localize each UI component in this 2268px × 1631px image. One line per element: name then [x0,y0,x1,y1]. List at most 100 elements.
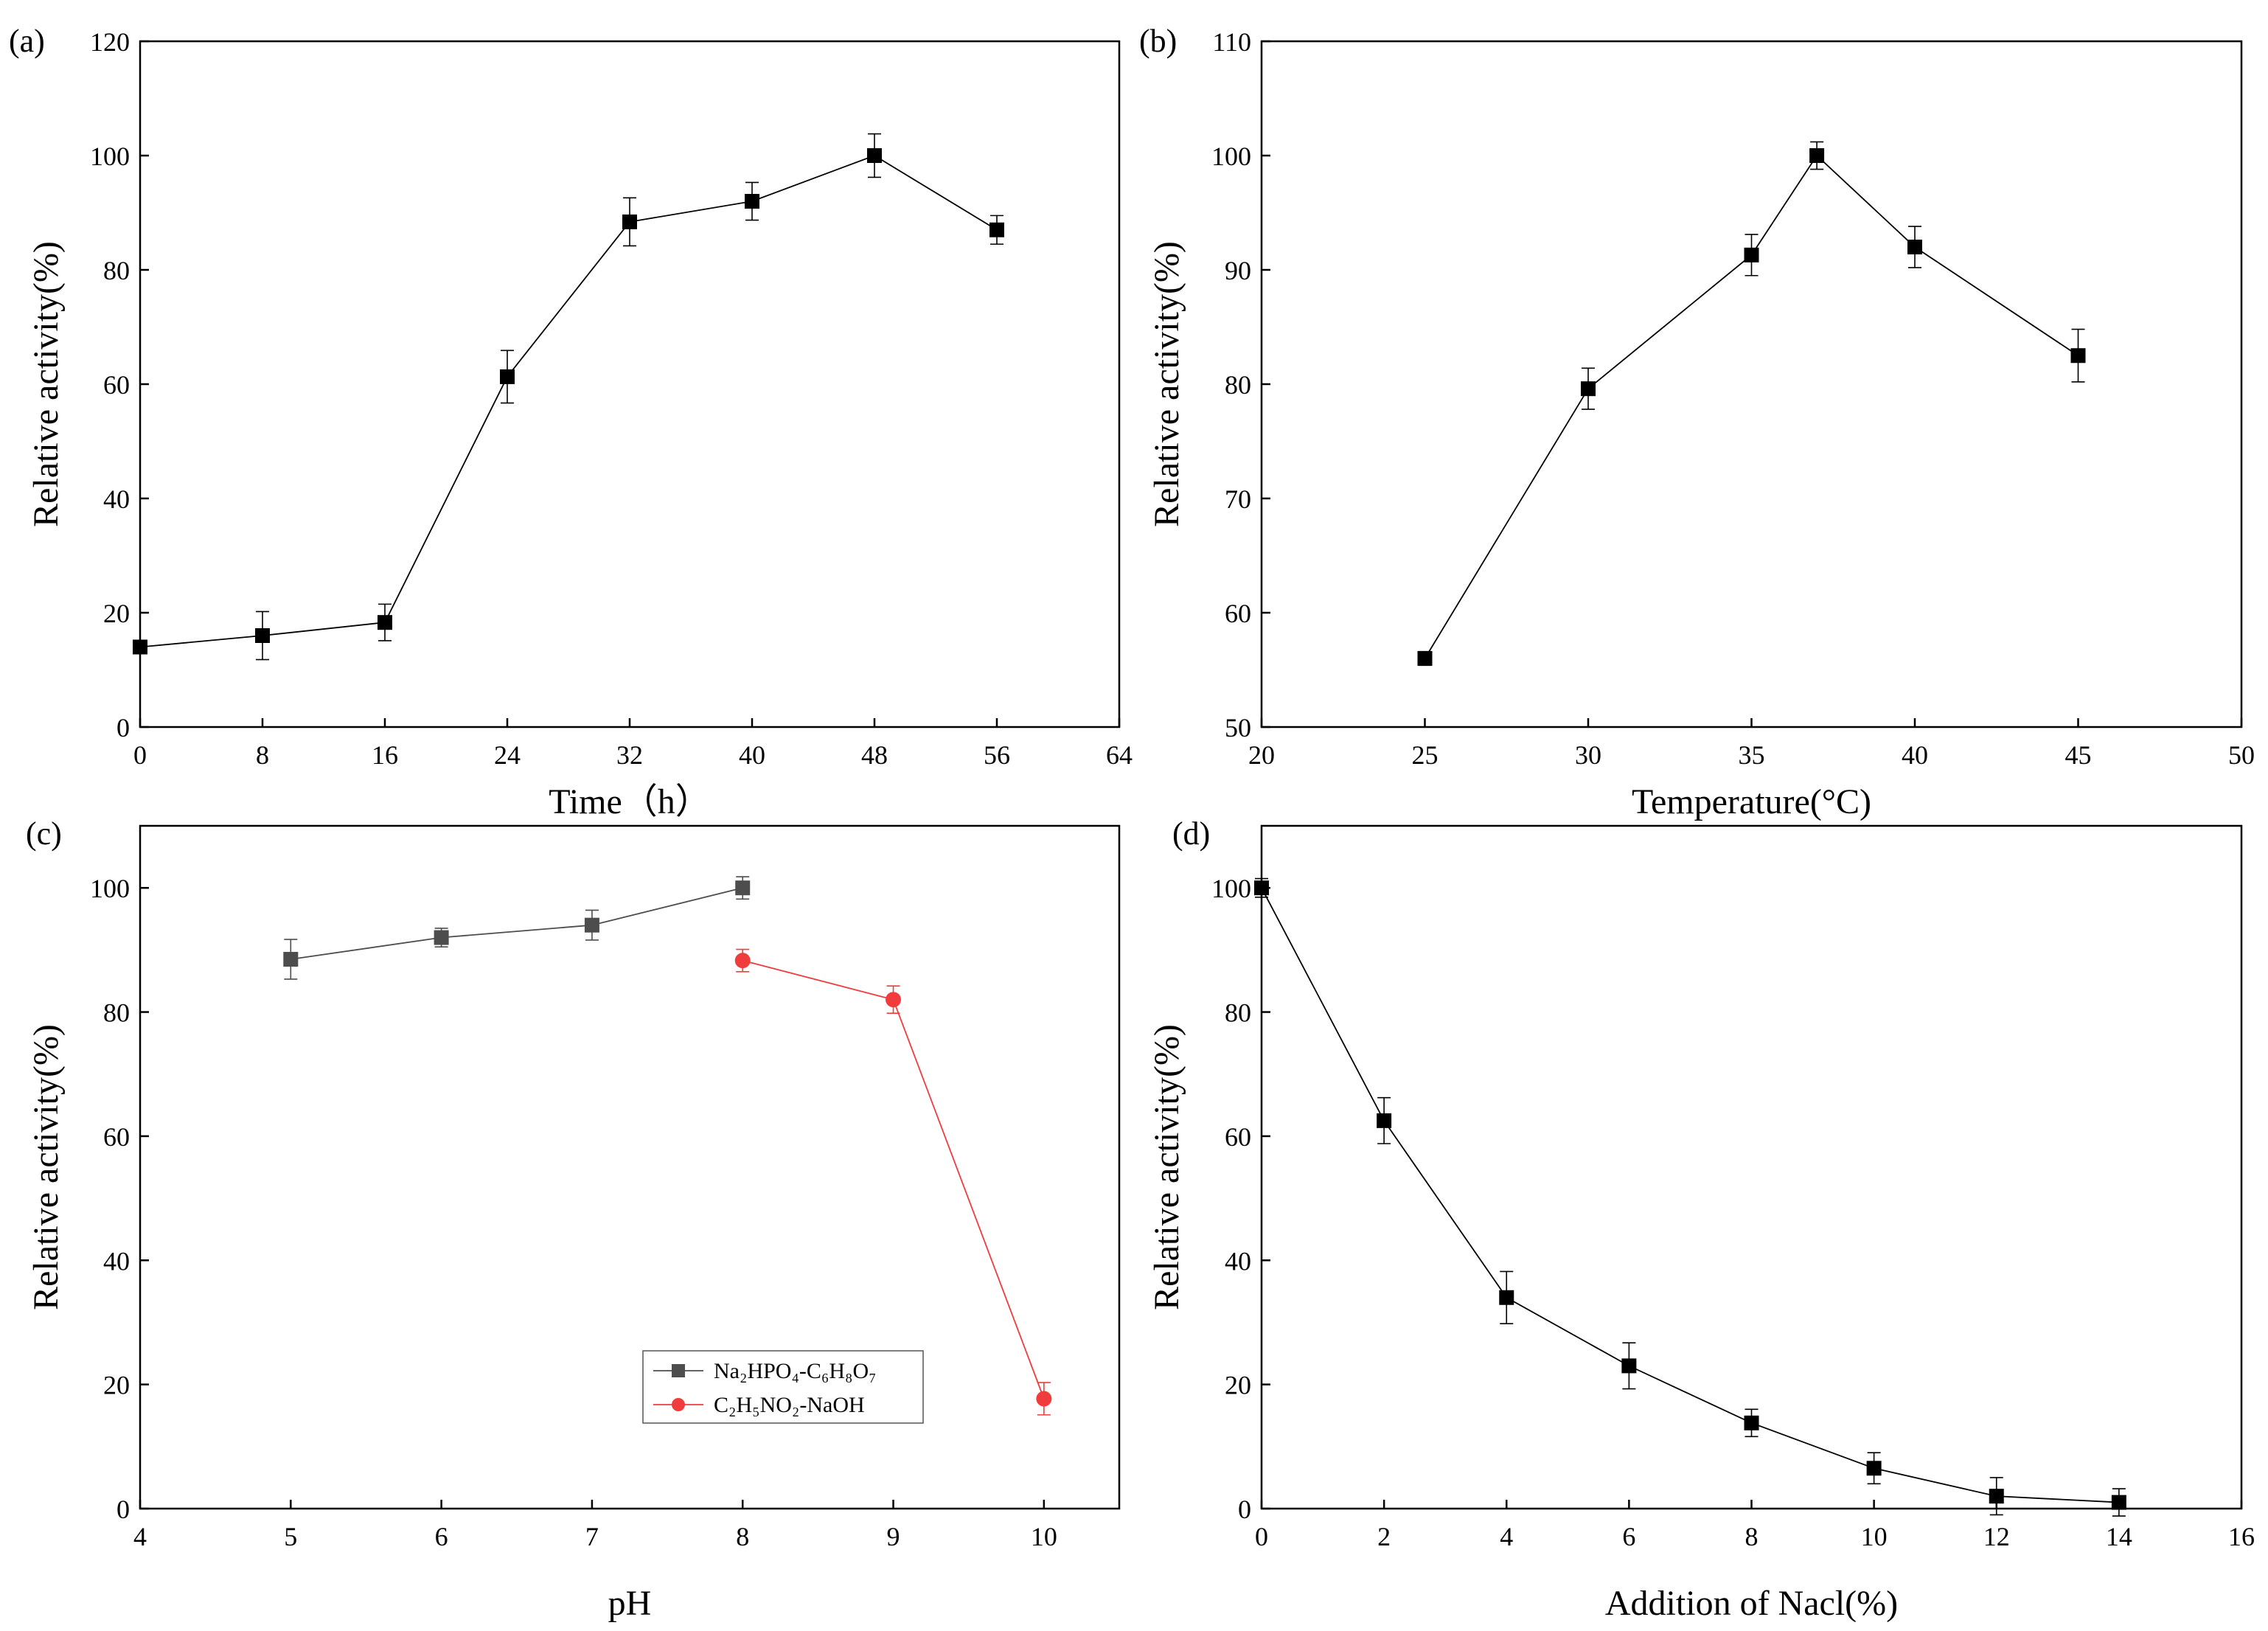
y-axis-label: Relative activity(%) [1147,241,1186,527]
series-line [1261,887,2119,1503]
data-point [886,992,902,1008]
y-tick-label: 60 [103,1122,130,1152]
data-point [1866,1461,1882,1476]
x-tick-label: 0 [1255,1522,1268,1551]
x-tick-label: 40 [739,740,765,770]
data-point [584,917,599,933]
legend-label: C₂H₅NO₂-NaOH [714,1393,865,1417]
x-tick-label: 16 [372,740,398,770]
x-tick-label: 24 [494,740,521,770]
data-point [1254,880,1269,896]
x-tick-label: 4 [1500,1522,1513,1551]
y-tick-label: 120 [90,27,130,57]
x-tick-label: 48 [861,740,888,770]
series-0 [1254,877,2126,1517]
data-point [1744,247,1759,262]
series-line [291,887,743,960]
series-0 [1417,141,2086,667]
x-axis-label: Temperature(°C) [1632,782,1871,821]
data-point [622,214,637,229]
data-point [255,628,270,643]
x-tick-label: 32 [616,740,643,770]
y-axis-label: Relative activity(%) [27,241,66,527]
y-tick-label: 60 [1225,599,1251,628]
legend-marker [672,1364,685,1377]
x-tick-label: 10 [1031,1522,1057,1551]
y-tick-label: 0 [116,1495,130,1524]
x-tick-label: 35 [1739,740,1765,770]
data-point [283,951,299,967]
series-1 [734,948,1052,1416]
plot-frame [1260,40,2243,728]
y-tick-label: 20 [103,1371,130,1400]
y-axis-label: Relative activity(%) [1147,1024,1186,1310]
data-point [745,194,759,209]
data-point [989,222,1004,237]
panel-d: 0 2 4 6 8 10 12 14 16 0 20 40 60 80 100(d) Addition of … [1147,816,2255,1623]
plot-frame [139,824,1121,1510]
data-point [1581,381,1596,397]
x-tick-label: 0 [133,740,147,770]
y-tick-label: 40 [1225,1246,1251,1276]
x-tick-label: 7 [585,1522,599,1551]
series-line [742,959,1045,1399]
data-point [1809,148,1825,163]
y-tick-label: 60 [103,370,130,400]
y-tick-label: 110 [1212,27,1251,57]
x-axis-label: pH [608,1584,652,1623]
y-tick-label: 20 [1225,1371,1251,1400]
x-tick-label: 56 [984,740,1010,770]
y-tick-label: 100 [1211,874,1251,903]
y-tick-label: 40 [103,484,130,514]
x-tick-label: 40 [1902,740,1928,770]
panel-label: (c) [26,816,62,852]
x-axis-label: Time（h） [549,782,711,821]
data-point [1417,651,1433,666]
x-tick-label: 2 [1377,1522,1391,1551]
y-axis-label: Relative activity(%) [27,1024,66,1310]
data-point [500,369,515,384]
data-point [1036,1391,1052,1407]
panel-label: (b) [1139,23,1177,59]
x-tick-label: 50 [2228,740,2255,770]
x-tick-label: 12 [1983,1522,2010,1551]
y-tick-label: 80 [103,998,130,1028]
plot-frame [139,40,1121,728]
data-point [1744,1415,1759,1430]
x-tick-label: 5 [284,1522,297,1551]
data-point [2111,1495,2126,1510]
data-point [2070,348,2086,364]
x-tick-label: 64 [1106,740,1133,770]
series-line [139,155,998,648]
y-tick-label: 0 [116,713,130,743]
y-tick-label: 80 [1225,998,1251,1028]
series-line [1424,154,2079,659]
x-tick-label: 20 [1248,740,1275,770]
y-tick-label: 90 [1225,256,1251,285]
data-point [1621,1358,1637,1374]
data-point [1377,1113,1392,1128]
data-point [1989,1489,2004,1504]
x-tick-label: 16 [2228,1522,2255,1551]
panel-b: 20 25 30 35 40 45 50 50 60 70 80 90 100 110 (b) Tempera… [1139,23,2255,821]
data-point [133,639,147,655]
x-tick-label: 6 [1622,1522,1635,1551]
x-tick-label: 25 [1412,740,1439,770]
data-point [734,953,751,969]
x-tick-label: 10 [1861,1522,1888,1551]
y-tick-label: 70 [1225,484,1251,514]
data-point [1907,240,1922,254]
panel-a: 0 8 16 24 32 40 48 56 64 0 20 40 60 80 100 120 (a) Time（h… [9,23,1133,821]
data-point [1499,1290,1514,1305]
x-tick-label: 30 [1575,740,1601,770]
legend-label: Na₂HPO₄-C₆H₈O₇ [714,1359,877,1383]
data-point [434,930,449,945]
y-tick-label: 20 [103,599,130,628]
x-tick-label: 8 [736,1522,749,1551]
y-tick-label: 80 [1225,370,1251,400]
x-tick-label: 45 [2065,740,2092,770]
x-tick-label: 14 [2106,1522,2132,1551]
x-tick-label: 8 [256,740,269,770]
legend: Na₂HPO₄-C₆H₈O₇ C₂H₅NO₂-NaOH [642,1350,924,1424]
panel-label: (a) [9,23,45,59]
